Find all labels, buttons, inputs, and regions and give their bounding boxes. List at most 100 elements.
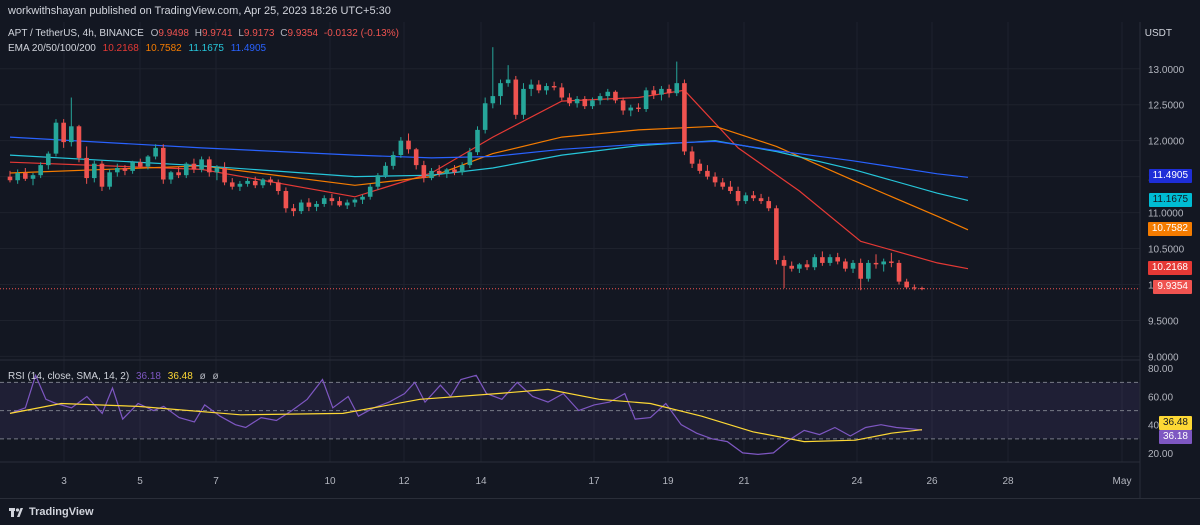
candle-body [398, 140, 404, 156]
time-tick-label: 24 [851, 476, 863, 487]
candle-body [444, 169, 450, 174]
candle-body [206, 159, 212, 173]
time-tick-label: 3 [61, 476, 67, 487]
candle-body [559, 87, 565, 98]
candle-body [697, 163, 703, 171]
price-tick-label: 11.0000 [1148, 209, 1184, 220]
ema-line [9, 140, 969, 201]
candle-body [390, 155, 396, 166]
ema-line [9, 136, 969, 178]
price-tick-label: 13.0000 [1148, 65, 1185, 76]
candle-body [199, 159, 204, 170]
candle-body [881, 261, 886, 265]
candle-body [797, 264, 802, 269]
candle-body [590, 100, 595, 107]
open-label: O [150, 28, 159, 39]
time-tick-label: 14 [475, 476, 487, 487]
candle-body [605, 91, 611, 97]
candle-body [61, 122, 66, 143]
candle-body [835, 257, 840, 262]
candle-body [620, 100, 626, 111]
candle-body [214, 168, 220, 173]
candle-body [551, 86, 557, 88]
price-tick-label: 9.0000 [1148, 352, 1179, 363]
candle-body [812, 257, 818, 268]
time-tick-label: 17 [588, 476, 600, 487]
rsi-value: 36.18 [135, 371, 161, 382]
candle-body [574, 98, 580, 104]
candle-body [804, 264, 810, 268]
candle-body [275, 182, 281, 192]
candle-body [306, 202, 312, 207]
tradingview-icon [9, 508, 23, 517]
candle-body [337, 201, 342, 206]
candle-body [268, 179, 273, 183]
candle-body [84, 157, 89, 179]
candle-body [919, 288, 925, 290]
candle-body [720, 182, 726, 187]
time-tick-label: 21 [738, 476, 750, 487]
candle-body [252, 180, 258, 186]
candles[interactable] [7, 47, 925, 291]
ema50-value: 10.7582 [145, 43, 182, 54]
candle-body [858, 262, 863, 279]
tradingview-logo[interactable]: TradingView [8, 504, 94, 520]
candle-body [597, 96, 603, 101]
candle-body [352, 199, 358, 203]
candle-body [413, 149, 419, 166]
candle-body [475, 129, 480, 153]
candle-body [873, 262, 879, 265]
candle-body [344, 202, 350, 206]
candle-body [651, 90, 657, 95]
candle-body [421, 165, 427, 179]
rsi-tag: 36.18 [1158, 430, 1192, 444]
ema20-value: 10.2168 [102, 43, 139, 54]
rsi-tick-label: 60.00 [1148, 392, 1173, 403]
candle-body [766, 201, 772, 209]
candle-body [168, 172, 174, 180]
low-value: 9.9173 [243, 28, 275, 39]
candle-body [682, 83, 687, 152]
candle-body [137, 162, 143, 167]
candle-body [122, 168, 128, 171]
time-tick-label: 28 [1002, 476, 1014, 487]
header-bar: workwithshayan published on TradingView.… [0, 0, 1200, 23]
time-tick-label: 10 [324, 476, 336, 487]
candle-body [866, 262, 871, 279]
candle-body [498, 83, 503, 97]
time-tick-label: 5 [137, 476, 143, 487]
candle-body [567, 97, 572, 104]
candle-body [360, 196, 365, 200]
grid [0, 22, 1140, 462]
candle-body [521, 88, 526, 115]
candle-body [643, 90, 649, 110]
candle-body [7, 176, 13, 181]
chart-canvas[interactable]: 13.000012.500012.000011.500011.000010.50… [0, 22, 1200, 498]
candle-body [92, 163, 97, 179]
candle-body [30, 175, 36, 179]
candle-body [743, 195, 749, 202]
rsi-tick-label: 20.00 [1148, 449, 1173, 460]
price-tick-label: 12.5000 [1148, 101, 1185, 112]
candle-body [283, 191, 289, 209]
candle-body [751, 195, 756, 199]
candle-body [245, 180, 250, 184]
high-label: H [194, 28, 202, 39]
rsi-bb-upper: ø [199, 371, 206, 382]
ema50-price-tag: 10.7582 [1147, 222, 1192, 236]
candle-body [23, 173, 28, 179]
time-tick-label: 7 [213, 476, 219, 487]
ema100-value: 11.1675 [188, 43, 224, 54]
candle-body [781, 260, 787, 266]
candle-body [107, 172, 112, 187]
candle-body [467, 152, 473, 166]
candle-body [628, 107, 634, 111]
candle-body [176, 172, 181, 176]
candle-body [666, 88, 672, 94]
close-value: 9.9354 [287, 28, 319, 39]
candle-body [505, 79, 511, 84]
footer-bar: TradingView [0, 498, 1200, 525]
candle-body [15, 173, 20, 181]
time-tick-label: 12 [398, 476, 410, 487]
published-info: workwithshayan published on TradingView.… [8, 5, 391, 17]
